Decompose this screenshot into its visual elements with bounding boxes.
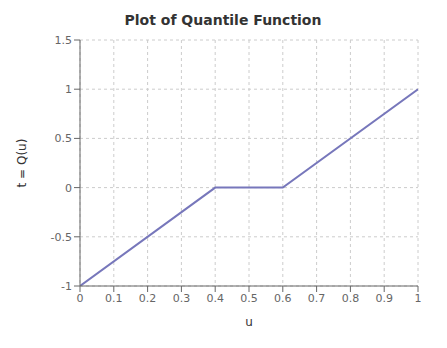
svg-text:0.8: 0.8 (342, 292, 360, 305)
svg-text:0: 0 (77, 292, 84, 305)
svg-text:t = Q(u): t = Q(u) (15, 139, 29, 188)
svg-text:0.5: 0.5 (55, 132, 73, 145)
svg-text:-0.5: -0.5 (51, 231, 72, 244)
svg-text:1: 1 (415, 292, 422, 305)
html-text:Plot of Quantile Function: Plot of Quantile Function (124, 12, 322, 28)
svg-text:1: 1 (65, 83, 72, 96)
svg-text:0.3: 0.3 (173, 292, 191, 305)
svg-text:-1: -1 (61, 280, 72, 293)
svg-text:0.5: 0.5 (240, 292, 258, 305)
svg-text:0: 0 (65, 182, 72, 195)
svg-text:0.6: 0.6 (274, 292, 292, 305)
svg-text:0.1: 0.1 (105, 292, 123, 305)
svg-text:0.9: 0.9 (375, 292, 393, 305)
svg-text:0.7: 0.7 (308, 292, 326, 305)
svg-text:0.4: 0.4 (206, 292, 224, 305)
svg-text:1.5: 1.5 (55, 34, 73, 47)
svg-text:0.2: 0.2 (139, 292, 157, 305)
svg-text:u: u (245, 315, 253, 329)
